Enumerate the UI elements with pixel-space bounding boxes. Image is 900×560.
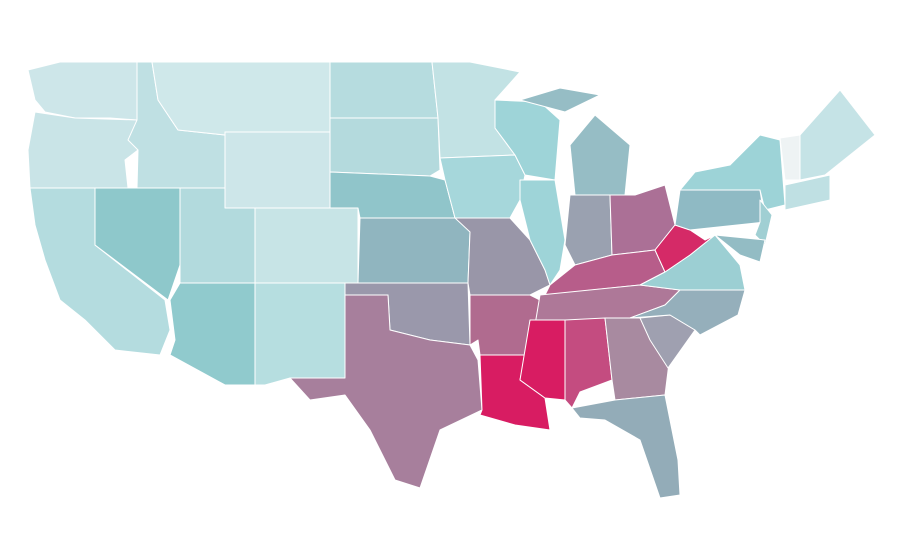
state-region — [169, 282, 256, 386]
state-region — [329, 61, 439, 119]
state-region — [151, 61, 331, 136]
state-region — [654, 224, 716, 273]
state-region — [357, 217, 471, 284]
state-region — [784, 174, 831, 211]
state-region — [254, 207, 359, 284]
state-region — [714, 234, 766, 263]
state-region — [329, 117, 441, 177]
state-region — [629, 289, 746, 336]
state-region — [674, 189, 766, 231]
state-region — [27, 111, 139, 189]
state-region — [224, 131, 331, 209]
state-region — [254, 282, 346, 386]
state-region — [454, 217, 551, 296]
state-region — [564, 317, 613, 409]
state-region — [289, 294, 483, 489]
state-region — [439, 154, 526, 219]
state-region — [519, 319, 566, 401]
state-region — [27, 61, 138, 121]
state-region — [779, 134, 801, 181]
state-region — [571, 394, 681, 499]
state-region — [799, 89, 876, 181]
state-region — [564, 194, 613, 266]
